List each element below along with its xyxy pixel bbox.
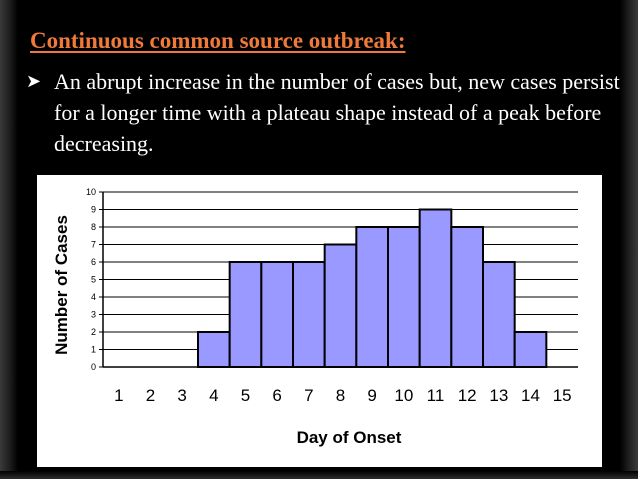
x-tick-label: 11 <box>427 386 445 405</box>
bar-day-7 <box>292 261 326 368</box>
y-tick-label: 9 <box>91 205 96 215</box>
y-tick-label: 5 <box>91 275 96 285</box>
x-tick-label: 5 <box>241 386 250 405</box>
bar-day-5 <box>228 261 263 368</box>
y-tick-label: 2 <box>91 327 96 337</box>
y-tick-label: 1 <box>91 345 96 355</box>
y-tick-label: 4 <box>91 292 96 302</box>
x-tick-label: 12 <box>458 386 477 405</box>
slide-frame-left <box>0 0 18 479</box>
bar-day-14 <box>513 331 548 368</box>
bullet-text: An abrupt increase in the number of case… <box>54 69 620 156</box>
x-tick-label: 1 <box>114 386 123 405</box>
x-tick-label: 3 <box>177 386 186 405</box>
y-tick-label: 0 <box>91 362 96 372</box>
bar-day-12 <box>450 226 485 368</box>
arrow-bullet-icon: ➤ <box>26 71 42 92</box>
bar-day-11 <box>418 208 453 368</box>
y-tick-label: 10 <box>86 187 96 197</box>
axes <box>99 191 578 368</box>
slide-title: Continuous common source outbreak: <box>30 28 406 53</box>
y-tick-label: 7 <box>91 240 96 250</box>
x-tick-label: 9 <box>367 386 376 405</box>
y-tick-labels: 0 1 2 3 4 5 6 7 8 9 10 <box>86 187 96 372</box>
bullet-point: ➤ An abrupt increase in the number of ca… <box>26 66 622 159</box>
bars <box>197 208 548 368</box>
x-tick-label: 15 <box>553 386 572 405</box>
bar-day-4 <box>197 331 231 368</box>
x-tick-label: 6 <box>272 386 281 405</box>
x-tick-label: 7 <box>304 386 313 405</box>
x-tick-label: 13 <box>489 386 508 405</box>
slide-frame-bottom <box>0 471 638 479</box>
x-tick-label: 10 <box>394 386 413 405</box>
y-tick-label: 3 <box>91 310 96 320</box>
slide-frame-right <box>620 0 638 479</box>
chart-panel: 0 1 2 3 4 5 6 7 8 9 10 1 2 3 4 5 6 7 8 9 10 11 12 13 14 15 Day o… <box>37 175 602 467</box>
y-tick-label: 6 <box>91 257 96 267</box>
x-axis-label: Day of Onset <box>297 428 402 447</box>
x-tick-label: 2 <box>146 386 155 405</box>
bar-day-9 <box>355 226 390 368</box>
x-tick-label: 8 <box>336 386 345 405</box>
x-tick-labels: 1 2 3 4 5 6 7 8 9 10 11 12 13 14 15 <box>114 386 572 405</box>
y-tick-label: 8 <box>91 222 96 232</box>
bar-day-8 <box>323 243 358 368</box>
bar-day-10 <box>387 226 421 368</box>
x-tick-label: 4 <box>209 386 218 405</box>
x-tick-label: 14 <box>521 386 540 405</box>
bar-day-6 <box>260 261 294 368</box>
bar-day-13 <box>482 261 516 368</box>
y-axis-label: Number of Cases <box>52 215 71 355</box>
